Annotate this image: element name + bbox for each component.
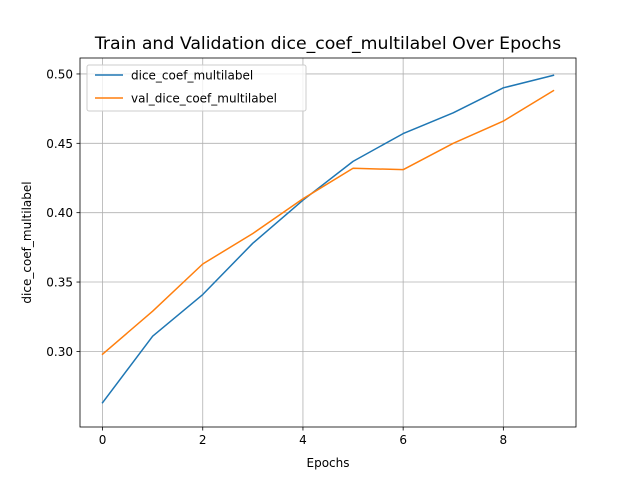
x-tick-label: 6 [399, 433, 407, 447]
x-tick-label: 0 [99, 433, 107, 447]
y-tick-label: 0.35 [46, 276, 73, 290]
x-tick-label: 2 [199, 433, 207, 447]
train-series-line [101, 74, 555, 404]
x-tick-label: 8 [500, 433, 508, 447]
legend: dice_coef_multilabel val_dice_coef_multi… [86, 64, 307, 112]
x-tick-label: 4 [299, 433, 307, 447]
grid-lines [80, 58, 576, 427]
x-axis-label: Epochs [307, 456, 350, 470]
series-lines [101, 74, 555, 404]
validation-series-line [101, 89, 555, 356]
legend-label-train: dice_coef_multilabel [131, 69, 253, 83]
y-tick-label: 0.50 [46, 67, 73, 81]
legend-label-validation: val_dice_coef_multilabel [131, 92, 277, 106]
plot-frame [79, 57, 577, 428]
y-tick-label: 0.30 [46, 345, 73, 359]
legend-box [86, 64, 307, 112]
y-tick-label: 0.40 [46, 206, 73, 220]
y-axis-label: dice_coef_multilabel [20, 181, 34, 303]
chart-title: Train and Validation dice_coef_multilabe… [94, 34, 561, 54]
y-tick-label: 0.45 [46, 137, 73, 151]
axis-ticks: 0 2 4 6 8 0.30 0.35 0.40 0.45 0.50 [46, 67, 507, 447]
